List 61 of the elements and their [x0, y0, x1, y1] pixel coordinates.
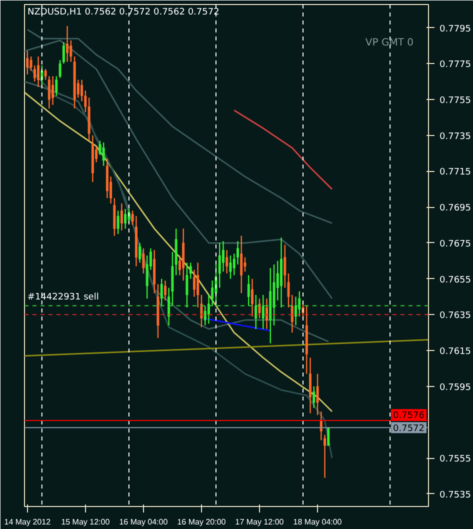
candlestick — [160, 278, 163, 306]
candlestick — [113, 198, 116, 236]
candlestick — [52, 76, 54, 106]
candlestick — [327, 427, 330, 446]
candlestick — [186, 262, 188, 308]
candlestick — [138, 242, 142, 264]
y-tick-label: 0.7755 — [440, 96, 471, 106]
candlestick — [116, 210, 120, 235]
candlestick — [66, 25, 69, 62]
annotation: VP GMT 0 — [365, 38, 414, 48]
candlestick — [294, 296, 298, 326]
y-tick-label: 0.7695 — [440, 204, 471, 214]
x-tick-label: 16 May 04:00 — [119, 518, 168, 526]
candlestick — [58, 59, 62, 79]
annotation: #14422931 sell — [27, 292, 99, 303]
candlestick — [26, 50, 29, 76]
line-series — [233, 110, 333, 190]
y-tick-label: 0.7595 — [440, 382, 471, 393]
candlestick — [240, 235, 243, 294]
candlestick — [229, 254, 232, 280]
y-tick-label: 0.7655 — [440, 275, 471, 286]
candlestick — [251, 278, 254, 318]
candlestick — [266, 298, 268, 330]
x-tick-label: 17 May 12:00 — [235, 518, 284, 526]
y-tick-label: 0.7775 — [440, 60, 471, 70]
y-tick-label: 0.7675 — [440, 239, 471, 250]
x-tick-label: 15 May 12:00 — [61, 518, 110, 526]
y-tick-label: 0.7555 — [440, 454, 471, 465]
y-tick-label: 0.7615 — [440, 347, 471, 358]
candlestick — [244, 256, 246, 272]
candlestick — [62, 42, 65, 64]
candlestick — [222, 240, 224, 272]
candlestick — [247, 274, 250, 306]
candlestick — [124, 208, 127, 230]
y-tick-label: 0.7715 — [440, 168, 471, 178]
candlestick — [309, 357, 312, 414]
candlestick — [37, 56, 40, 88]
candlestick — [262, 294, 264, 330]
candlestick — [254, 294, 258, 330]
candlestick — [192, 269, 196, 298]
candlestick — [316, 373, 319, 416]
ref-line-label: 0.7572 — [393, 424, 425, 434]
candlestick — [236, 240, 239, 266]
candlestick — [120, 202, 123, 231]
line-series — [24, 92, 333, 412]
y-tick-label: 0.7735 — [440, 132, 471, 142]
y-tick-label: 0.7795 — [440, 24, 471, 34]
y-tick-label: 0.7535 — [440, 490, 471, 500]
chart-title: NZDUSD,H1 0.7562 0.7572 0.7562 0.7572 — [28, 8, 220, 18]
candlestick — [164, 280, 166, 301]
ref-line-label: 0.7576 — [393, 411, 425, 422]
candlestick — [226, 250, 228, 274]
candlestick — [312, 386, 316, 408]
y-tick-label: 0.7635 — [440, 311, 471, 322]
candlestick — [102, 142, 105, 166]
candlestick — [55, 76, 58, 97]
x-tick-label: 18 May 04:00 — [293, 518, 342, 526]
x-tick-label: 14 May 2012 — [4, 518, 52, 526]
x-tick-label: 16 May 20:00 — [177, 518, 226, 526]
candlestick — [258, 298, 261, 319]
candlestick — [142, 248, 145, 274]
